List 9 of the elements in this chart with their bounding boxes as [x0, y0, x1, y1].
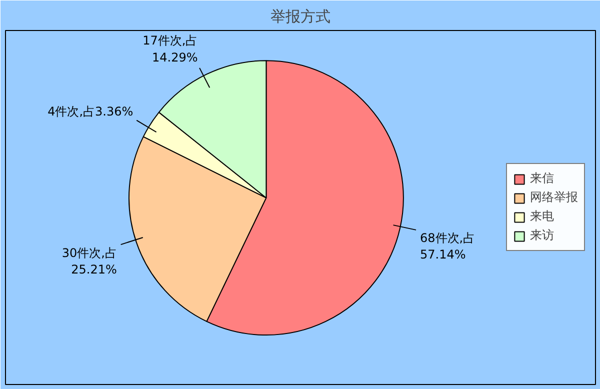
chart-title: 举报方式	[270, 8, 330, 26]
data-label: 4件次,占3.36%	[48, 104, 134, 118]
data-label: 30件次,占 25.21%	[62, 246, 117, 277]
data-label: 17件次,占 14.29%	[142, 34, 198, 64]
legend-label: 来信	[530, 170, 554, 187]
legend-label: 来电	[530, 208, 554, 225]
legend-label: 来访	[530, 227, 554, 244]
data-label: 68件次,占 57.14%	[420, 230, 476, 262]
legend-label: 网络举报	[530, 189, 578, 206]
